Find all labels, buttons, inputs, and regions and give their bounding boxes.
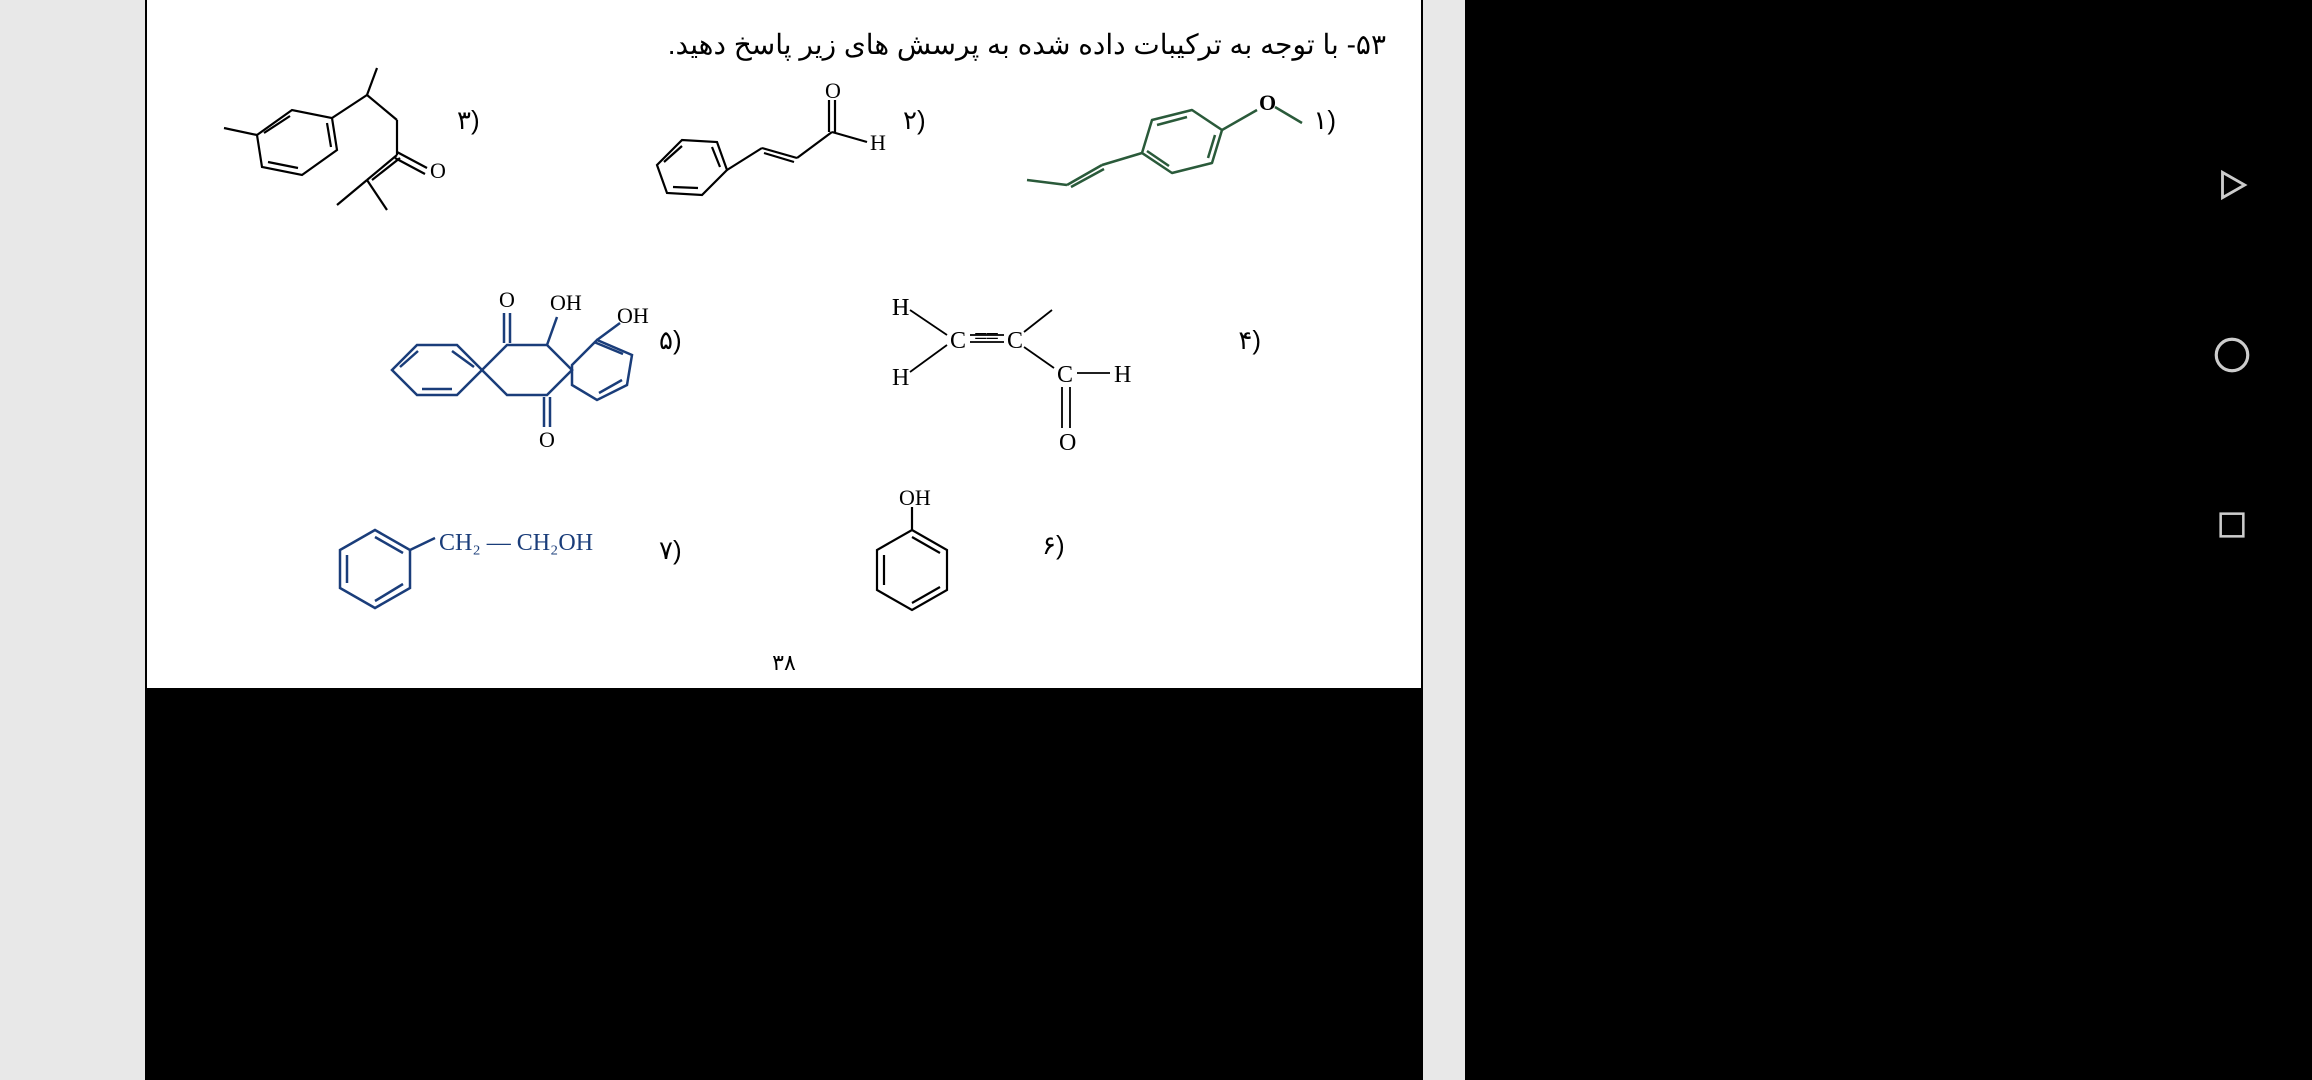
document-page: ۵۳- با توجه به ترکیبات داده شده به پرسش … [145, 0, 1423, 690]
android-nav-buttons [2202, 155, 2262, 555]
nav-home-button[interactable] [2202, 325, 2262, 385]
s5-O1: O [499, 287, 515, 312]
question-title: ۵۳- با توجه به ترکیبات داده شده به پرسش … [668, 28, 1386, 61]
structure-1: O [1017, 85, 1307, 205]
structure-6: OH [827, 485, 997, 645]
item-2-label: ۲) [903, 105, 926, 136]
item-1-label: ۱) [1313, 105, 1336, 136]
s5-O2: O [539, 427, 555, 452]
question-number: ۵۳ [1356, 29, 1386, 60]
structure-3-O: O [430, 158, 446, 183]
nav-back-button[interactable] [2202, 155, 2262, 215]
item-5-label: ۵) [659, 325, 682, 356]
nav-recent-button[interactable] [2202, 495, 2262, 555]
structure-4: H H H C C C H O == [892, 290, 1152, 455]
page-number: ۳۸ [772, 650, 796, 676]
question-text: - با توجه به ترکیبات داده شده به پرسش ها… [668, 29, 1356, 60]
s5-OH1: OH [550, 290, 582, 315]
svg-text:O: O [1259, 90, 1276, 115]
s6-OH: OH [899, 485, 931, 510]
structure-2-O: O [825, 80, 841, 103]
structure-5: O O OH OH [362, 275, 652, 460]
structure-2-H: H [870, 130, 886, 155]
s5-OH2: OH [617, 303, 649, 328]
item-4-label: ۴) [1238, 325, 1261, 356]
black-panel-right [1465, 0, 2312, 1080]
item-6-label: ۶) [1042, 530, 1065, 561]
page-right-margin [1423, 0, 1465, 1080]
page-left-margin [0, 0, 145, 1080]
item-7-label: ۷) [659, 535, 682, 566]
structure-7-ring [317, 510, 437, 620]
structure-7-formula: CH₂ — CH₂OH [439, 530, 593, 557]
structure-2: O H [622, 80, 902, 220]
structure-3: O [202, 60, 462, 240]
